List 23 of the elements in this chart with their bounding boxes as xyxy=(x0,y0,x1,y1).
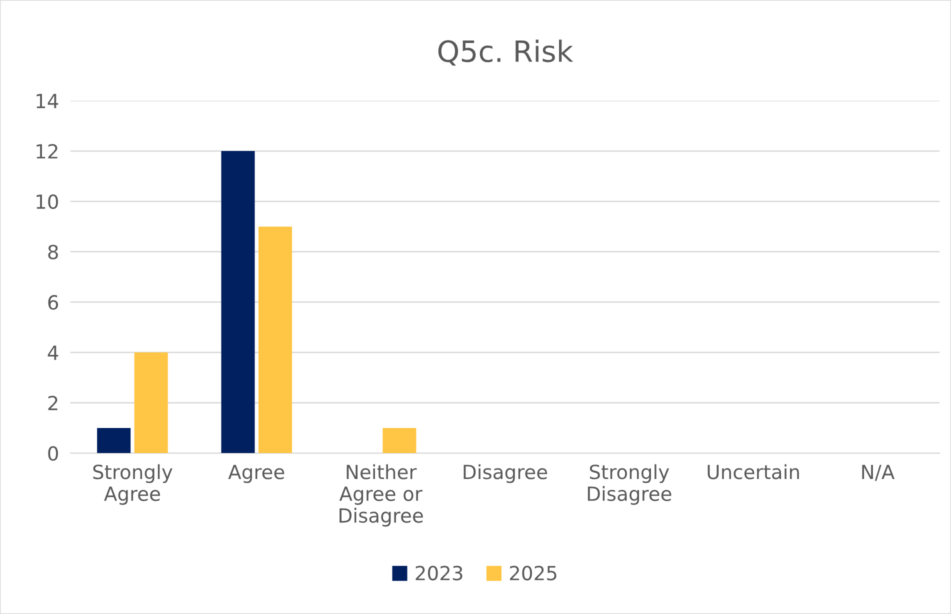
legend-label: 2025 xyxy=(510,566,556,580)
x-tick-label: Strongly Disagree xyxy=(588,464,672,505)
x-tick-label: Strongly Agree xyxy=(93,464,172,505)
y-tick-label: 14 xyxy=(36,94,58,108)
x-tick-label: Uncertain xyxy=(708,464,799,480)
bar xyxy=(97,428,131,454)
y-tick-label: 0 xyxy=(48,446,58,461)
x-tick-label: Disagree xyxy=(464,464,548,484)
y-tick-label: 2 xyxy=(48,396,58,410)
y-tick-label: 6 xyxy=(48,295,58,310)
y-tick-label: 4 xyxy=(48,346,58,360)
bar xyxy=(221,151,255,454)
y-tick-label: 10 xyxy=(36,194,58,210)
legend-label: 2023 xyxy=(416,566,462,580)
bar xyxy=(382,428,416,454)
y-tick-label: 8 xyxy=(48,244,58,260)
y-tick-label: 12 xyxy=(36,144,58,158)
x-tick-label: N/A xyxy=(862,464,895,481)
bar xyxy=(258,226,292,454)
chart-title: Q5c. Risk xyxy=(438,40,574,66)
x-tick-label: Neither Agree or Disagree xyxy=(339,464,423,527)
x-tick-label: Agree xyxy=(228,464,284,484)
bar xyxy=(134,352,168,454)
